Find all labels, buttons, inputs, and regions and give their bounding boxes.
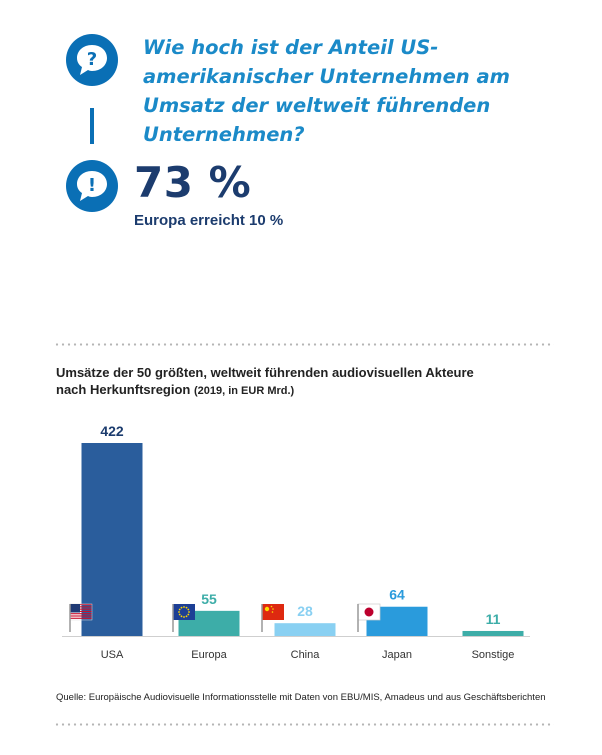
x-tick-label: China	[291, 649, 321, 661]
x-tick-label: Japan	[382, 649, 412, 661]
chart-title-line2: nach Herkunftsregion	[56, 382, 191, 397]
data-label: 64	[389, 587, 405, 603]
us-flag-icon	[69, 603, 93, 632]
chart-title-note: (2019, in EUR Mrd.)	[193, 385, 295, 397]
exclamation-bubble-icon: !	[66, 160, 118, 212]
data-label: 28	[297, 603, 313, 619]
x-tick-label: Sonstige	[472, 649, 515, 661]
japan-flag-icon	[357, 603, 381, 632]
data-label: 55	[201, 591, 217, 607]
answer-subtext: Europa erreicht 10 %	[134, 212, 284, 229]
dotted-divider-top	[54, 343, 554, 346]
svg-text:?: ?	[87, 49, 97, 70]
question-text: Wie hoch ist der Anteil US- amerikanisch…	[143, 36, 510, 146]
answer-value: 73 %	[134, 158, 252, 207]
bar-sonstige	[462, 630, 524, 636]
connector-line	[90, 108, 94, 144]
chart-title-line1: Umsätze der 50 größten, weltweit führend…	[56, 365, 474, 380]
question-bubble-icon: ?	[66, 34, 118, 86]
svg-text:!: !	[88, 175, 96, 196]
bar-china	[274, 623, 336, 636]
china-flag-icon	[261, 604, 284, 632]
eu-flag-icon	[172, 604, 195, 632]
x-tick-label: USA	[101, 649, 124, 661]
source-note: Quelle: Europäische Audiovisuelle Inform…	[56, 692, 546, 703]
x-tick-label: Europa	[191, 649, 227, 661]
data-label: 11	[486, 611, 501, 627]
data-label: 422	[100, 423, 124, 439]
dotted-divider-bottom	[54, 723, 554, 726]
chart-title: Umsätze der 50 größten, weltweit führend…	[56, 364, 556, 400]
